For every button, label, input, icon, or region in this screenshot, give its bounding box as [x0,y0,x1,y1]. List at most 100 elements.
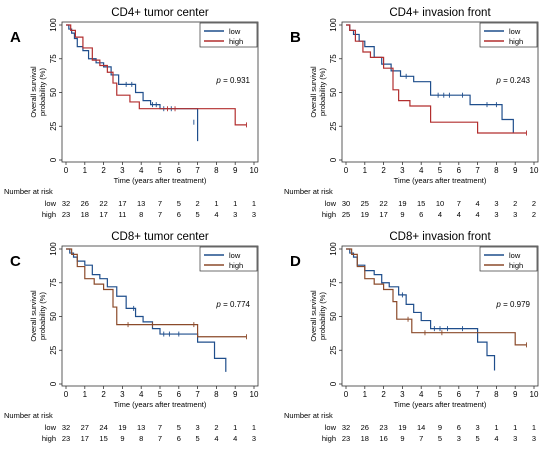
risk-count-high: 19 [361,210,369,219]
x-tick-label: 5 [158,390,163,399]
y-axis-label: Overall survivalprobability (%) [29,66,47,118]
x-tick-label: 9 [513,390,518,399]
risk-count-low: 19 [398,423,406,432]
risk-count-low: 1 [233,199,237,208]
x-axis-label: Time (years after treatment) [394,176,487,185]
chart-title: CD4+ invasion front [389,7,491,19]
risk-count-low: 26 [81,199,89,208]
risk-count-high: 23 [62,434,70,443]
risk-row-label-high: high [42,210,56,219]
legend-label-low: low [229,27,241,36]
risk-count-low: 9 [438,423,442,432]
x-tick-label: 3 [120,390,125,399]
series-line-high [346,248,527,346]
y-tick-label: 50 [49,312,58,321]
legend-box [199,246,258,272]
x-tick-label: 10 [530,390,539,399]
risk-count-high: 16 [379,434,387,443]
y-axis-label: Overall survivalprobability (%) [29,290,47,342]
x-tick-label: 10 [250,390,259,399]
risk-count-high: 4 [494,434,498,443]
risk-count-low: 1 [214,199,218,208]
panel-letter: C [10,253,21,270]
legend-box [479,246,538,272]
x-tick-label: 0 [64,166,69,175]
risk-count-high: 7 [419,434,423,443]
x-tick-label: 6 [177,390,182,399]
x-tick-label: 2 [381,390,386,399]
x-tick-label: 7 [475,390,480,399]
x-tick-label: 3 [120,166,125,175]
risk-count-low: 7 [158,423,162,432]
risk-row-label-low: low [45,423,57,432]
p-value: p = 0.931 [215,76,250,85]
x-tick-label: 0 [64,390,69,399]
x-tick-label: 0 [344,166,349,175]
y-tick-label: 25 [329,345,338,354]
legend-label-high: high [229,37,243,46]
x-tick-label: 4 [139,166,144,175]
risk-count-high: 5 [196,210,200,219]
risk-count-low: 19 [398,199,406,208]
x-tick-label: 3 [400,166,405,175]
legend-label-high: high [509,37,523,46]
risk-count-high: 3 [513,210,517,219]
chart-title: CD4+ tumor center [111,7,209,19]
risk-count-low: 32 [62,423,70,432]
y-tick-label: 75 [49,54,58,63]
chart-title: CD8+ tumor center [111,231,209,243]
risk-count-high: 17 [99,210,107,219]
series-line-high [66,24,247,126]
risk-count-high: 3 [457,434,461,443]
y-tick-label: 25 [329,121,338,130]
risk-count-high: 4 [214,434,218,443]
x-tick-label: 10 [530,166,539,175]
risk-count-high: 4 [476,210,480,219]
y-tick-label: 75 [329,278,338,287]
x-tick-label: 7 [195,390,200,399]
risk-count-high: 9 [120,434,124,443]
risk-table-title: Number at risk [4,187,53,196]
risk-row-label-high: high [42,434,56,443]
x-tick-label: 1 [83,166,88,175]
y-tick-label: 100 [49,242,58,256]
y-tick-label: 50 [329,88,338,97]
x-tick-label: 2 [101,166,106,175]
risk-count-low: 5 [177,423,181,432]
risk-count-high: 4 [214,210,218,219]
risk-count-high: 23 [342,434,350,443]
p-value: p = 0.979 [495,300,530,309]
x-tick-label: 6 [457,166,462,175]
series-line-low [346,248,496,371]
risk-count-high: 15 [99,434,107,443]
y-tick-label: 100 [329,18,338,32]
risk-count-high: 8 [139,434,143,443]
risk-count-high: 3 [252,210,256,219]
risk-count-high: 11 [119,210,127,219]
y-tick-label: 100 [49,18,58,32]
risk-count-high: 17 [379,210,387,219]
risk-count-low: 10 [436,199,444,208]
risk-count-high: 17 [81,434,89,443]
y-tick-label: 50 [49,88,58,97]
risk-count-high: 9 [400,210,404,219]
x-tick-label: 1 [83,390,88,399]
risk-count-low: 13 [137,423,145,432]
y-axis-label: Overall survivalprobability (%) [309,290,327,342]
x-axis-label: Time (years after treatment) [394,400,487,409]
risk-count-low: 1 [532,423,536,432]
x-tick-label: 6 [457,390,462,399]
risk-count-high: 3 [494,210,498,219]
risk-count-high: 6 [177,434,181,443]
y-tick-label: 25 [49,121,58,130]
legend-label-high: high [509,261,523,270]
risk-count-low: 32 [62,199,70,208]
risk-count-low: 7 [158,199,162,208]
risk-count-low: 17 [118,199,126,208]
risk-row-label-low: low [325,423,337,432]
p-value: p = 0.774 [215,300,250,309]
risk-count-high: 4 [438,210,442,219]
risk-table-title: Number at risk [284,411,333,420]
